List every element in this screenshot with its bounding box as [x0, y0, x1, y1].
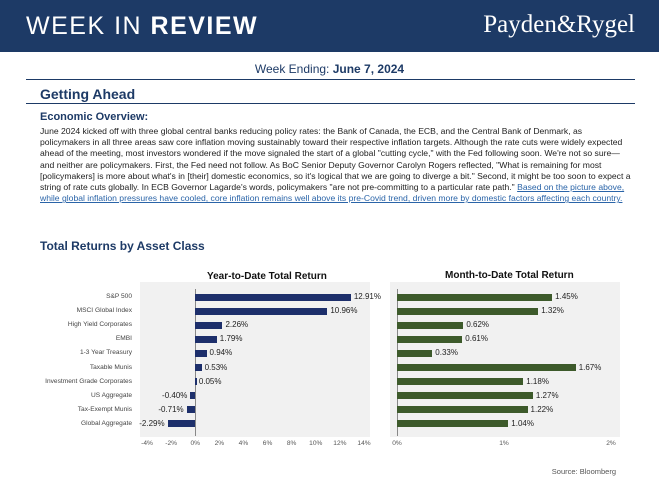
mtd-value-label: 0.61% [465, 334, 488, 344]
section-body: June 2024 kicked off with three global c… [40, 126, 634, 204]
mtd-value-label: 1.18% [526, 376, 549, 386]
section-rule [26, 103, 635, 104]
ytd-bar [195, 293, 351, 301]
ytd-tick-label: 8% [286, 440, 297, 447]
ytd-category-label: MSCI Global Index [76, 307, 132, 315]
mtd-zero-axis [397, 289, 398, 436]
week-date: June 7, 2024 [332, 62, 405, 76]
mtd-value-label: 0.62% [466, 320, 490, 330]
mtd-bar [397, 349, 433, 357]
mtd-value-label: 0.33% [435, 348, 458, 358]
mtd-bar [397, 293, 553, 301]
ytd-value-label: 10.96% [330, 306, 358, 316]
mtd-bar [397, 364, 576, 371]
mtd-bar [397, 378, 524, 386]
mtd-chart-title: Month-to-Date Total Return [445, 270, 574, 281]
ytd-tick-label: -4% [141, 440, 153, 447]
mtd-bar [397, 335, 463, 343]
ytd-value-label: 2.26% [225, 320, 249, 330]
ytd-bar [190, 392, 196, 400]
ytd-category-label: EMBI [115, 335, 132, 343]
ytd-value-label: 0.53% [204, 362, 228, 372]
ytd-category-label: S&P 500 [106, 293, 132, 300]
mtd-value-label: 1.04% [511, 418, 534, 428]
source-note: Source: Bloomberg [551, 467, 616, 476]
header-banner: WEEK IN REVIEW Payden&Rygel [0, 0, 659, 52]
ytd-chart-title: Year-to-Date Total Return [207, 271, 327, 282]
week-ending: Week Ending: June 7, 2024 [0, 62, 659, 76]
ytd-tick-label: 2% [214, 440, 225, 447]
mtd-value-label: 1.67% [578, 362, 602, 372]
body-link[interactable]: Based on the picture above, while global… [40, 182, 625, 204]
divider-rule [26, 79, 635, 80]
week-label: Week Ending: [254, 62, 333, 76]
ytd-value-label: -0.40% [162, 390, 188, 400]
mtd-tick-label: 1% [499, 440, 509, 447]
ytd-value-label: 1.79% [219, 334, 243, 344]
mtd-tick-label: 2% [606, 440, 616, 447]
ytd-tick-label: 10% [309, 440, 323, 447]
ytd-zero-axis [195, 289, 197, 436]
ytd-value-label: 0.05% [198, 376, 222, 386]
section-subtitle: Economic Overview: [40, 111, 149, 123]
ytd-bar [186, 406, 196, 414]
ytd-category-label: Tax-Exempt Munis [77, 405, 132, 413]
brand-logo: Payden&Rygel [483, 11, 635, 38]
ytd-bar [195, 321, 223, 329]
ytd-tick-label: 4% [238, 440, 249, 447]
body-text: June 2024 kicked off with three global c… [40, 126, 631, 193]
ytd-bar [195, 364, 202, 371]
ytd-tick-label: 0% [190, 440, 200, 447]
returns-title: Total Returns by Asset Class [40, 239, 205, 253]
mtd-bar [397, 392, 533, 400]
ytd-bar [195, 307, 328, 315]
mtd-bar [397, 406, 528, 414]
mtd-value-label: 1.22% [530, 404, 554, 414]
banner-title-part2: REVIEW [150, 12, 259, 40]
ytd-tick-label: -2% [165, 440, 177, 447]
mtd-bar [397, 321, 464, 329]
mtd-value-label: 1.27% [535, 390, 559, 400]
ytd-tick-label: 6% [262, 440, 273, 447]
mtd-tick-label: 0% [392, 440, 402, 447]
ytd-bar [195, 378, 197, 386]
ytd-value-label: 0.94% [209, 348, 233, 358]
ytd-category-label: Investment Grade Corporates [45, 377, 132, 385]
mtd-bar [397, 307, 539, 315]
ytd-bar [195, 335, 217, 343]
ytd-value-label: -2.29% [139, 418, 165, 428]
ytd-category-label: Global Aggregate [81, 419, 132, 427]
mtd-bar [397, 420, 509, 428]
section-title: Getting Ahead [40, 86, 136, 102]
mtd-value-label: 1.32% [541, 306, 564, 316]
ytd-value-label: 12.91% [353, 292, 381, 301]
ytd-tick-label: 14% [357, 440, 371, 447]
ytd-category-label: Taxable Munis [89, 363, 132, 371]
ytd-category-label: 1-3 Year Treasury [79, 349, 132, 357]
ytd-tick-label: 12% [333, 440, 347, 447]
mtd-chart-panel [390, 282, 620, 437]
ytd-bar [195, 349, 207, 357]
ytd-bar [167, 420, 196, 428]
ytd-category-label: High Yield Corporates [67, 321, 132, 329]
ytd-category-label: US Aggregate [90, 391, 132, 399]
banner-title: WEEK IN REVIEW [26, 12, 258, 41]
banner-title-part1: WEEK IN [26, 12, 151, 40]
ytd-value-label: -0.71% [158, 404, 184, 414]
mtd-value-label: 1.45% [555, 292, 578, 301]
